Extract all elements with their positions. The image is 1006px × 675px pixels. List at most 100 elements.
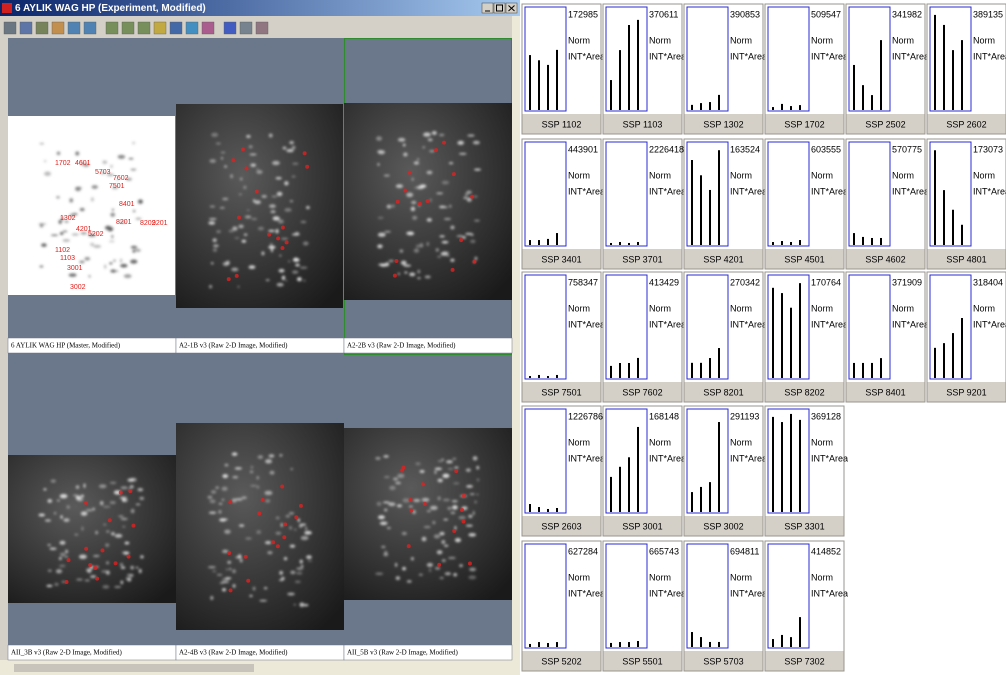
- gel-spot: [46, 584, 53, 588]
- gel-spot: [299, 602, 305, 608]
- gel-spot: [436, 192, 444, 195]
- bar: [709, 482, 711, 512]
- toolbar-button[interactable]: [201, 21, 215, 35]
- toolbar-button[interactable]: [169, 21, 183, 35]
- gel-spot: [77, 496, 84, 502]
- toolbar-button[interactable]: [185, 21, 199, 35]
- gel-spot: [426, 562, 434, 567]
- maximize-button[interactable]: [493, 2, 506, 14]
- gel-spot: [38, 222, 47, 226]
- bar: [772, 287, 774, 378]
- measure-label: INT*Area: [973, 319, 1006, 329]
- gel-spot: [54, 582, 59, 586]
- gel-spot: [293, 528, 297, 531]
- toolbar-button[interactable]: [83, 21, 97, 35]
- label-strip: [846, 249, 925, 269]
- gel-spot: [91, 185, 99, 189]
- max-value: 509547: [811, 9, 841, 19]
- measure-label: INT*Area: [892, 186, 929, 196]
- title-bar: [0, 0, 520, 16]
- measure-label: INT*Area: [649, 51, 686, 61]
- spot-marker: [417, 201, 422, 206]
- toolbar-button[interactable]: [19, 21, 33, 35]
- bar: [790, 413, 792, 512]
- toolbar-button[interactable]: [35, 21, 49, 35]
- gel-spot: [132, 210, 136, 213]
- gel-spot: [135, 217, 142, 220]
- gel-spot: [120, 517, 128, 520]
- gel-spot: [248, 145, 253, 149]
- plot-area: [524, 408, 567, 514]
- toolbar-button[interactable]: [223, 21, 237, 35]
- toolbar-button[interactable]: [67, 21, 81, 35]
- gel-spot: [238, 224, 244, 229]
- gel-spot: [377, 232, 386, 237]
- gel-spot: [465, 232, 473, 236]
- bar: [547, 64, 549, 110]
- gel-spot: [303, 603, 309, 607]
- gel-spot: [132, 249, 136, 253]
- gel-spot: [428, 568, 432, 573]
- norm-label: Norm: [973, 35, 995, 45]
- expression-plot: 318404 Norm INT*Area SSP 9201: [926, 271, 1006, 403]
- gel-spot: [102, 160, 108, 164]
- gel-spot: [60, 515, 63, 519]
- expression-plot: 270342 Norm INT*Area SSP 8201: [683, 271, 767, 403]
- gel-spot: [250, 484, 257, 487]
- gel-spot: [120, 486, 128, 490]
- gel-spot: [250, 465, 254, 469]
- gel-spot: [130, 245, 138, 249]
- gel-spot: [454, 466, 459, 469]
- bar: [637, 19, 639, 110]
- gel-spot: [248, 265, 256, 270]
- gel-spot: [439, 235, 445, 238]
- toolbar-button[interactable]: [121, 21, 135, 35]
- spot-marker: [294, 515, 299, 520]
- spot-marker: [227, 550, 232, 555]
- toolbar-button[interactable]: [105, 21, 119, 35]
- bar: [790, 307, 792, 378]
- label-strip: [765, 516, 844, 536]
- bar: [628, 363, 630, 378]
- bar: [781, 293, 783, 378]
- toolbar-button[interactable]: [239, 21, 253, 35]
- expression-plot: 2226418 Norm INT*Area SSP 3701: [602, 138, 686, 270]
- gel-spot: [403, 152, 408, 157]
- gel-spot: [121, 551, 127, 554]
- gel-spot: [397, 137, 406, 142]
- gel-spot: [50, 234, 59, 237]
- minimize-button[interactable]: [481, 2, 494, 14]
- gel-spot: [105, 570, 110, 575]
- label-strip: [603, 114, 682, 134]
- toolbar-button[interactable]: [137, 21, 151, 35]
- toolbar-button[interactable]: [153, 21, 167, 35]
- gel-spot: [281, 576, 285, 581]
- gel-spot: [416, 158, 420, 161]
- gel-spot: [263, 587, 268, 590]
- max-value: 168148: [649, 411, 679, 421]
- spot-marker: [243, 554, 248, 559]
- toolbar-button[interactable]: [255, 21, 269, 35]
- plot-area: [848, 6, 891, 112]
- bar: [538, 507, 540, 512]
- gel-spot: [476, 493, 479, 496]
- measure-label: INT*Area: [973, 51, 1006, 61]
- gel-spot: [76, 578, 83, 581]
- vertical-scrollbar[interactable]: [512, 16, 520, 660]
- spot-label: 8401: [119, 201, 135, 208]
- gel-caption: A2-4B v3 (Raw 2-D Image, Modified): [179, 649, 288, 657]
- gel-spot: [426, 510, 431, 513]
- toolbar-button[interactable]: [3, 21, 17, 35]
- scroll-thumb[interactable]: [14, 664, 254, 672]
- max-value: 665743: [649, 546, 679, 556]
- toolbar-button[interactable]: [51, 21, 65, 35]
- gel-spot: [114, 533, 123, 538]
- gel-spot: [231, 498, 237, 503]
- label-strip: [846, 114, 925, 134]
- label-strip: [603, 651, 682, 671]
- plot-area: [767, 408, 810, 514]
- gel-spot: [209, 159, 216, 163]
- gel-spot: [95, 530, 98, 535]
- norm-label: Norm: [973, 170, 995, 180]
- gel-spot: [434, 467, 443, 471]
